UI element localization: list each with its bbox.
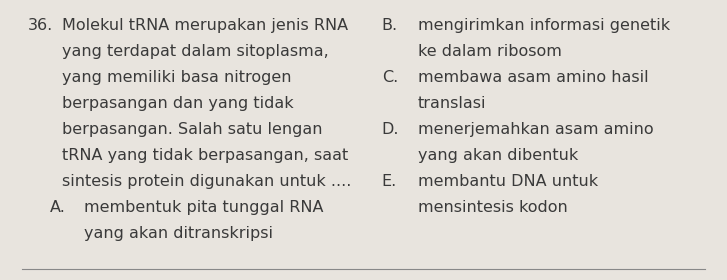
Text: 36.: 36.	[28, 18, 53, 33]
Text: mensintesis kodon: mensintesis kodon	[418, 200, 568, 215]
Text: E.: E.	[382, 174, 397, 189]
Text: D.: D.	[382, 122, 399, 137]
Text: berpasangan dan yang tidak: berpasangan dan yang tidak	[62, 96, 294, 111]
Text: membantu DNA untuk: membantu DNA untuk	[418, 174, 598, 189]
Text: berpasangan. Salah satu lengan: berpasangan. Salah satu lengan	[62, 122, 322, 137]
Text: mengirimkan informasi genetik: mengirimkan informasi genetik	[418, 18, 670, 33]
Text: membentuk pita tunggal RNA: membentuk pita tunggal RNA	[84, 200, 323, 215]
Text: C.: C.	[382, 70, 398, 85]
Text: tRNA yang tidak berpasangan, saat: tRNA yang tidak berpasangan, saat	[62, 148, 348, 163]
Text: yang akan ditranskripsi: yang akan ditranskripsi	[84, 226, 273, 241]
Text: B.: B.	[382, 18, 398, 33]
Text: ke dalam ribosom: ke dalam ribosom	[418, 44, 562, 59]
Text: membawa asam amino hasil: membawa asam amino hasil	[418, 70, 648, 85]
Text: yang akan dibentuk: yang akan dibentuk	[418, 148, 578, 163]
Text: Molekul tRNA merupakan jenis RNA: Molekul tRNA merupakan jenis RNA	[62, 18, 348, 33]
Text: yang terdapat dalam sitoplasma,: yang terdapat dalam sitoplasma,	[62, 44, 329, 59]
Text: translasi: translasi	[418, 96, 486, 111]
Text: A.: A.	[49, 200, 65, 215]
Text: yang memiliki basa nitrogen: yang memiliki basa nitrogen	[62, 70, 292, 85]
Text: menerjemahkan asam amino: menerjemahkan asam amino	[418, 122, 654, 137]
Text: sintesis protein digunakan untuk ....: sintesis protein digunakan untuk ....	[62, 174, 351, 189]
